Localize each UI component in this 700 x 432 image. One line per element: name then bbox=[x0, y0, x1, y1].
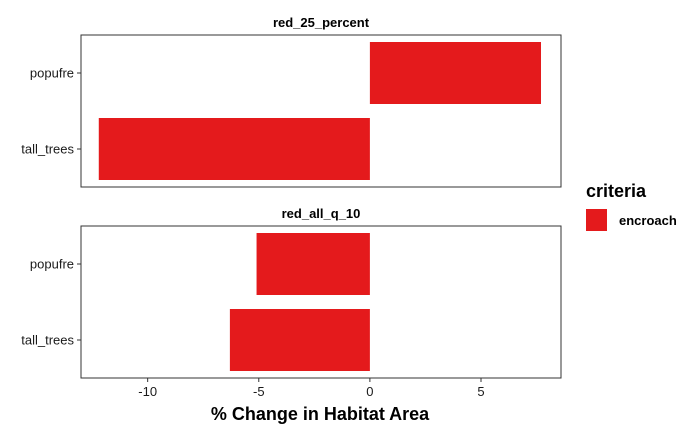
bar-popufre bbox=[369, 42, 541, 104]
x-axis: -10 -5 0 5 bbox=[138, 378, 485, 399]
facet-title: red_all_q_10 bbox=[282, 206, 361, 221]
legend: criteria encroach bbox=[586, 181, 677, 231]
y-tick-label: tall_trees bbox=[21, 333, 74, 348]
y-tick-label: popufre bbox=[30, 257, 74, 272]
x-tick-label: -5 bbox=[253, 384, 265, 399]
x-axis-label: % Change in Habitat Area bbox=[211, 404, 430, 424]
panel-border bbox=[80, 225, 562, 379]
y-tick-label: popufre bbox=[30, 66, 74, 81]
facet-panels: red_25_percentpopufretall_treesred_all_q… bbox=[21, 15, 562, 379]
legend-title: criteria bbox=[586, 181, 647, 201]
panel-border bbox=[80, 34, 562, 188]
legend-label-encroach: encroach bbox=[619, 213, 677, 228]
x-tick-label: -10 bbox=[138, 384, 157, 399]
legend-key-encroach bbox=[586, 209, 607, 231]
x-tick-label: 0 bbox=[366, 384, 373, 399]
y-tick-label: tall_trees bbox=[21, 142, 74, 157]
bar-popufre bbox=[256, 233, 370, 295]
x-tick-label: 5 bbox=[477, 384, 484, 399]
bar-tall_trees bbox=[229, 309, 370, 371]
bar-tall_trees bbox=[98, 118, 370, 180]
facet-title: red_25_percent bbox=[273, 15, 370, 30]
